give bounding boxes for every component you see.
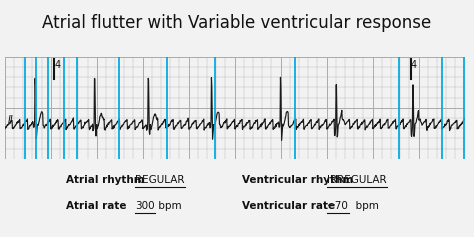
Text: 4: 4 [411, 60, 417, 70]
Text: Ventricular rhythm: Ventricular rhythm [242, 175, 353, 185]
Text: Atrial rhythm: Atrial rhythm [66, 175, 145, 185]
Text: 4: 4 [55, 60, 61, 70]
Text: II: II [8, 115, 13, 125]
Text: bpm: bpm [349, 201, 379, 211]
Text: Atrial rate: Atrial rate [66, 201, 127, 211]
Text: bpm: bpm [155, 201, 182, 211]
Text: Atrial flutter with Variable ventricular response: Atrial flutter with Variable ventricular… [42, 14, 432, 32]
Text: REGULAR: REGULAR [135, 175, 184, 185]
Text: Ventricular rate: Ventricular rate [242, 201, 335, 211]
Text: 300: 300 [135, 201, 155, 211]
Text: ~70: ~70 [327, 201, 349, 211]
Text: IRREGULAR: IRREGULAR [327, 175, 387, 185]
